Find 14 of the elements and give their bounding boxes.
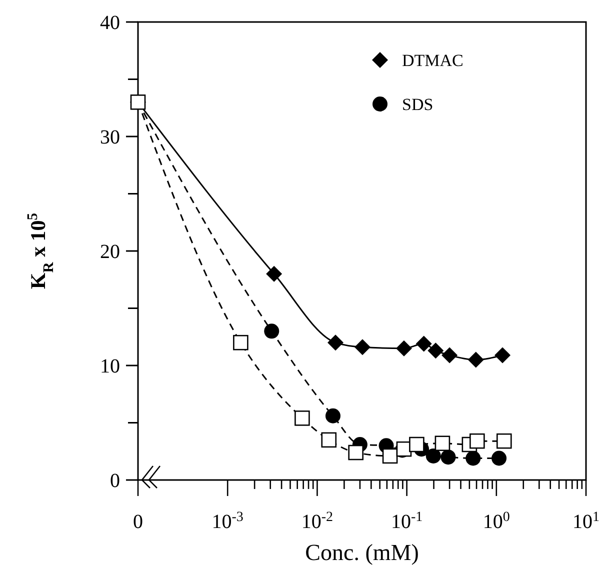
legend-label: SDS: [402, 95, 434, 114]
y-tick-label: 10: [100, 356, 120, 378]
y-tick-label: 40: [100, 12, 120, 34]
x-tick-label: 10$^{-3}$: [212, 510, 244, 533]
y-tick-label: 30: [100, 126, 120, 148]
x-tick-label: 10$^{-2}$: [301, 510, 334, 533]
x-tick-label: 10$^{0}$: [482, 510, 510, 533]
y-tick-label: 0: [110, 470, 120, 492]
x-tick-label: 10$^{1}$: [572, 510, 600, 533]
x-tick-label: 0: [133, 511, 143, 533]
x-axis-title: Conc. (mM): [305, 540, 419, 565]
x-tick-label: 10$^{-1}$: [390, 510, 423, 533]
legend-label: DTMAC: [402, 51, 464, 70]
y-tick-label: 20: [100, 241, 120, 263]
